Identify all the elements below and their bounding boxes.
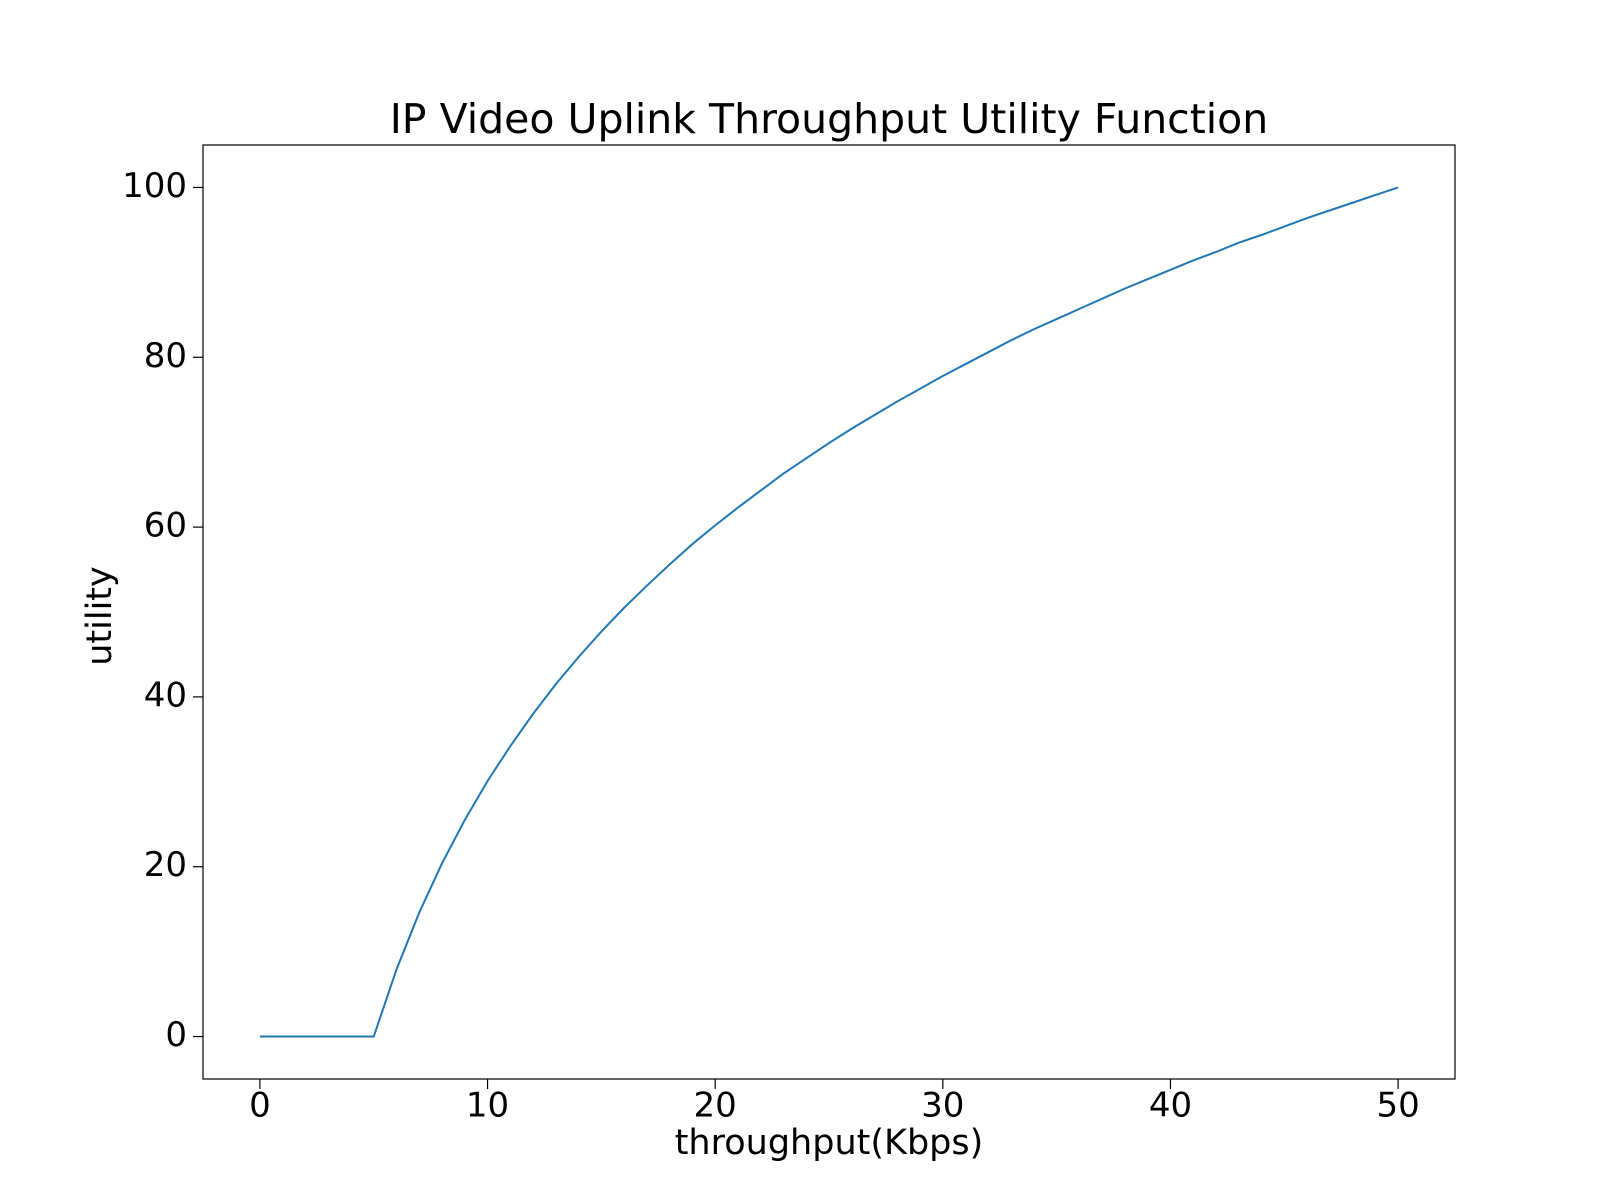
y-tick-label: 40	[144, 675, 187, 715]
y-tick-label: 20	[144, 845, 187, 885]
x-tick-label: 30	[921, 1086, 964, 1126]
y-axis-label: utility	[80, 566, 120, 666]
line-series	[259, 186, 1399, 1038]
y-tick-label: 80	[144, 336, 187, 376]
x-tick-label: 10	[466, 1086, 509, 1126]
y-tick-label: 100	[122, 166, 187, 206]
x-tick-label: 20	[694, 1086, 737, 1126]
x-tick-label: 40	[1149, 1086, 1192, 1126]
x-tick-label: 0	[249, 1086, 271, 1126]
y-tick-label: 60	[144, 506, 187, 546]
plot-frame	[202, 144, 1456, 1080]
x-tick-label: 50	[1376, 1086, 1419, 1126]
y-tick-label: 0	[165, 1015, 187, 1055]
chart-title: IP Video Uplink Throughput Utility Funct…	[390, 95, 1269, 143]
x-axis-label: throughput(Kbps)	[675, 1123, 984, 1163]
